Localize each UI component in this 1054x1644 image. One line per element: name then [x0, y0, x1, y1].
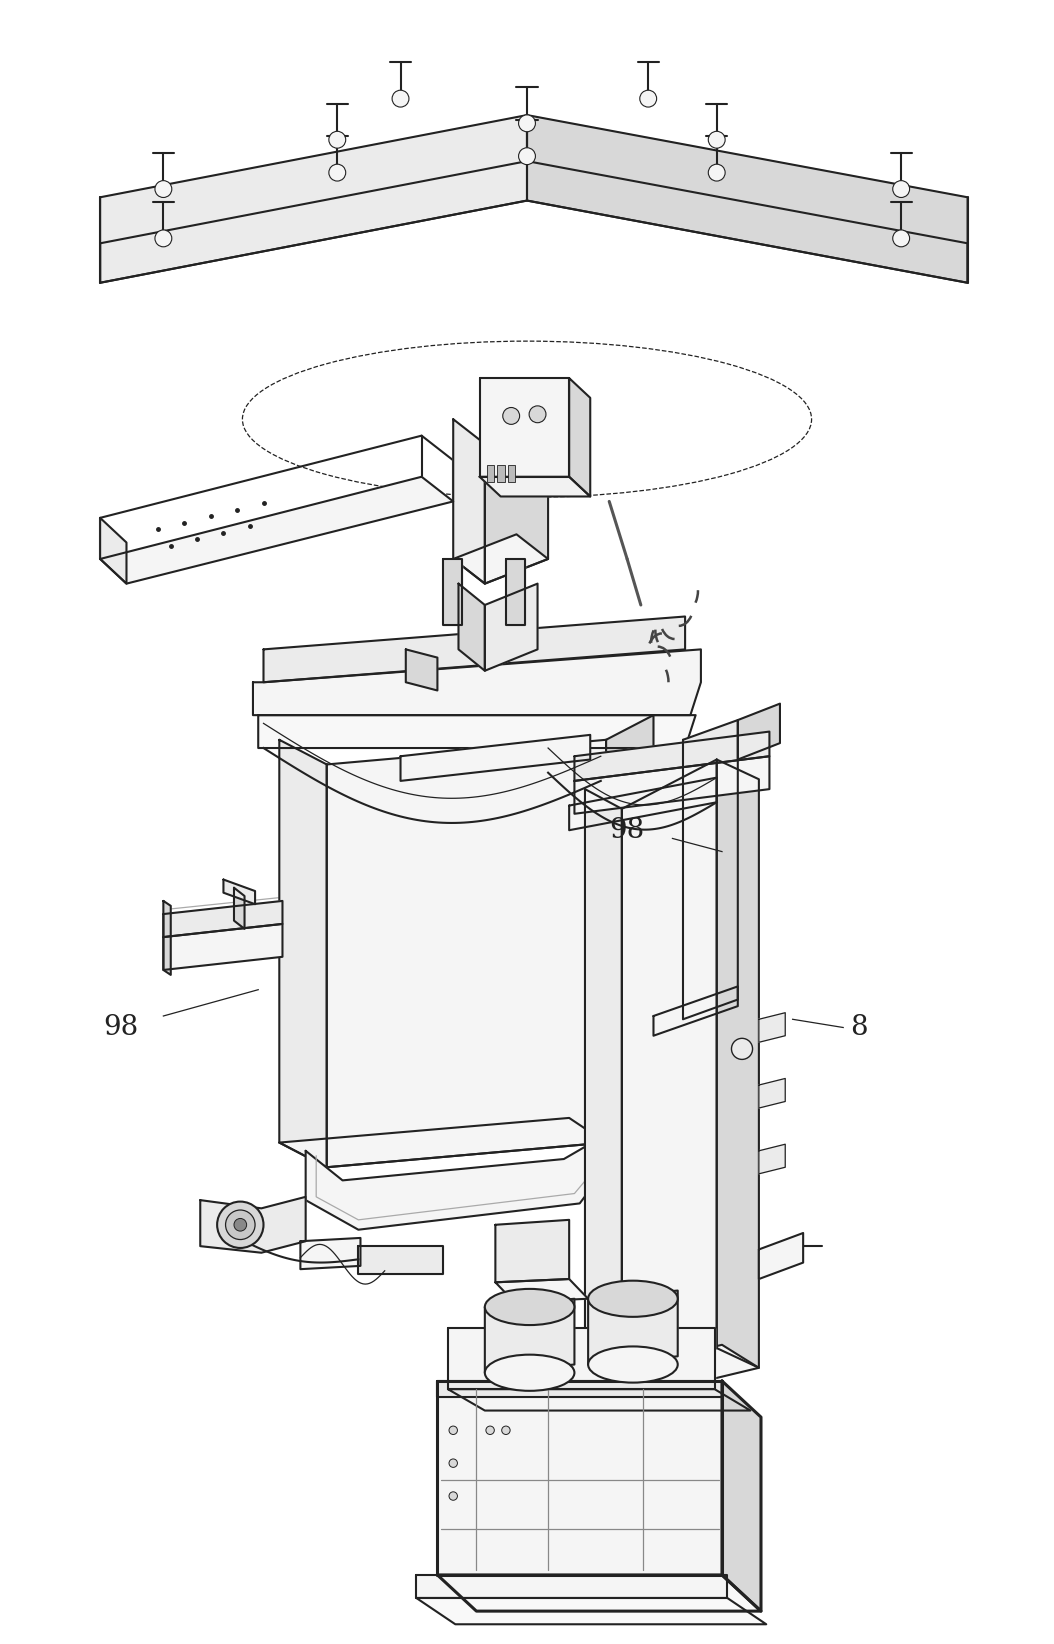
Circle shape [486, 1425, 494, 1435]
Circle shape [449, 1425, 457, 1435]
Polygon shape [223, 880, 255, 904]
Polygon shape [448, 1389, 750, 1411]
Polygon shape [569, 778, 717, 830]
Ellipse shape [485, 1355, 574, 1391]
Bar [487, 465, 494, 482]
Ellipse shape [588, 1346, 678, 1383]
Text: 8: 8 [851, 1014, 867, 1041]
Circle shape [392, 90, 409, 107]
Polygon shape [279, 1118, 606, 1167]
Polygon shape [725, 825, 736, 888]
Polygon shape [458, 584, 485, 671]
Polygon shape [759, 1078, 785, 1108]
Polygon shape [163, 924, 282, 970]
Polygon shape [485, 419, 548, 584]
Polygon shape [264, 616, 685, 682]
Polygon shape [100, 518, 126, 584]
Circle shape [155, 230, 172, 247]
Circle shape [708, 164, 725, 181]
Polygon shape [588, 1291, 678, 1365]
Bar [497, 465, 505, 482]
Polygon shape [638, 809, 669, 835]
Polygon shape [480, 378, 569, 477]
Circle shape [503, 408, 520, 424]
Polygon shape [585, 1345, 759, 1401]
Circle shape [329, 132, 346, 148]
Polygon shape [574, 732, 769, 781]
Polygon shape [653, 986, 738, 1036]
Circle shape [226, 1210, 255, 1240]
Circle shape [519, 148, 535, 164]
Ellipse shape [588, 1281, 678, 1317]
Circle shape [893, 181, 910, 197]
Polygon shape [738, 704, 780, 760]
Bar [508, 465, 515, 482]
Circle shape [329, 164, 346, 181]
Circle shape [731, 1039, 753, 1059]
Ellipse shape [485, 1289, 574, 1325]
Polygon shape [495, 1220, 569, 1282]
Polygon shape [622, 760, 717, 1401]
Polygon shape [258, 715, 696, 748]
Circle shape [640, 90, 657, 107]
Circle shape [449, 1491, 457, 1501]
Polygon shape [485, 1299, 574, 1373]
Polygon shape [234, 888, 245, 929]
Polygon shape [717, 760, 759, 1368]
Circle shape [155, 181, 172, 197]
Circle shape [529, 406, 546, 423]
Polygon shape [416, 1575, 727, 1598]
Polygon shape [495, 1279, 588, 1302]
Circle shape [708, 132, 725, 148]
Polygon shape [648, 814, 659, 880]
Polygon shape [416, 1598, 766, 1624]
Polygon shape [485, 584, 538, 671]
Circle shape [217, 1202, 264, 1248]
Polygon shape [163, 901, 171, 975]
Polygon shape [358, 1246, 443, 1274]
Circle shape [234, 1218, 247, 1231]
Circle shape [893, 230, 910, 247]
Polygon shape [722, 1381, 761, 1611]
Circle shape [502, 1425, 510, 1435]
Polygon shape [401, 735, 590, 781]
Polygon shape [200, 1197, 306, 1253]
Polygon shape [759, 1233, 803, 1279]
Polygon shape [683, 720, 738, 1019]
Polygon shape [437, 1575, 761, 1611]
Polygon shape [437, 1381, 722, 1575]
Polygon shape [569, 378, 590, 496]
Polygon shape [163, 901, 282, 937]
Polygon shape [453, 419, 485, 584]
Polygon shape [480, 477, 590, 496]
Polygon shape [406, 649, 437, 690]
Polygon shape [574, 756, 769, 814]
Circle shape [449, 1458, 457, 1468]
Polygon shape [100, 161, 968, 283]
Polygon shape [437, 1381, 722, 1397]
Polygon shape [611, 850, 725, 917]
Polygon shape [611, 830, 725, 888]
Polygon shape [327, 740, 606, 1167]
Polygon shape [253, 649, 701, 715]
Polygon shape [443, 559, 462, 625]
Polygon shape [448, 1328, 715, 1389]
Polygon shape [759, 1144, 785, 1174]
Text: 98: 98 [609, 817, 645, 843]
Polygon shape [300, 1238, 360, 1269]
Polygon shape [759, 1013, 785, 1042]
Polygon shape [527, 115, 968, 283]
Text: 98: 98 [103, 1014, 139, 1041]
Polygon shape [606, 715, 653, 1143]
Polygon shape [453, 534, 548, 584]
Polygon shape [100, 115, 527, 283]
Polygon shape [306, 1138, 601, 1230]
Polygon shape [585, 789, 622, 1401]
Circle shape [519, 115, 535, 132]
Polygon shape [506, 559, 525, 625]
Polygon shape [100, 477, 453, 584]
Polygon shape [279, 740, 327, 1167]
